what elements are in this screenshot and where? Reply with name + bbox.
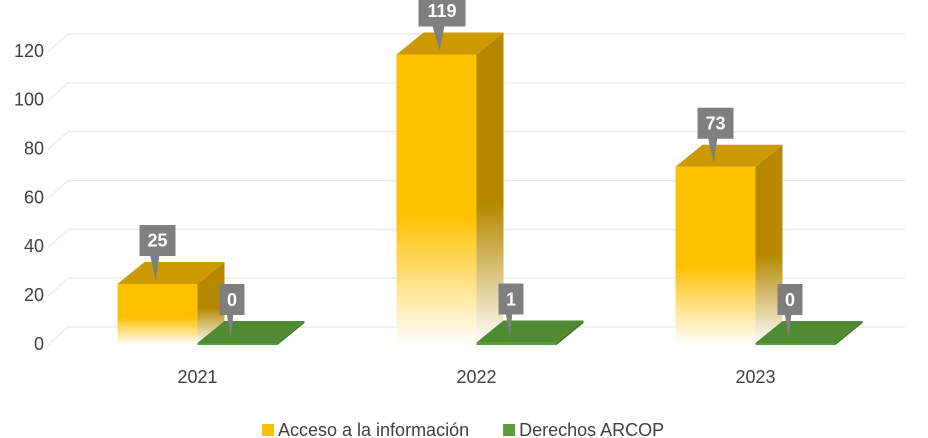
data-label-box [219,284,245,339]
legend-label: Acceso a la información [278,420,469,438]
bar [396,32,504,346]
bar [117,261,225,345]
bar-front [117,283,198,345]
grid-line-side [47,180,69,199]
bar-side [835,321,863,345]
x-tick-label: 2023 [735,367,775,387]
data-label-box [697,107,734,163]
y-tick-label: 20 [24,285,44,305]
bar-front [396,54,477,346]
bar-front [755,343,836,345]
bar-side [556,320,584,345]
data-label: 0 [227,290,237,310]
bar-top [675,144,783,167]
bar-front [197,343,278,345]
data-label-box [418,0,466,51]
data-label-box [139,224,176,280]
data-label-box [498,283,524,339]
bar-top [396,32,504,55]
legend-swatch [262,424,274,436]
grid-line-side [47,277,69,297]
bar-front [675,166,756,345]
y-tick-label: 60 [24,187,44,207]
data-label: 1 [506,289,516,309]
x-tick-label: 2022 [456,367,496,387]
bar-side [755,144,783,345]
x-tick-label: 2021 [177,367,217,387]
bar-top [755,321,863,343]
grid-line-side [47,82,69,102]
data-label: 0 [785,290,795,310]
bar [476,320,584,345]
bar [197,321,305,345]
grid-line-side [47,131,69,151]
data-label-box [777,284,803,339]
data-label: 25 [147,231,167,251]
bar [675,144,783,345]
grid-line-side [47,326,69,346]
bar [755,321,863,345]
bar-top [117,261,225,284]
bar-top [476,320,584,343]
y-tick-label: 120 [14,41,44,61]
y-tick-label: 100 [14,90,44,110]
bar-top [197,321,305,343]
y-tick-label: 0 [34,334,44,354]
y-tick-label: 80 [24,138,44,158]
bar-side [197,261,225,345]
bar-side [277,321,305,345]
bar-side [476,32,504,346]
bar-front [476,342,557,345]
y-tick-label: 40 [24,236,44,256]
data-label: 119 [427,1,456,21]
grid-line-side [47,228,69,248]
legend-label: Derechos ARCOP [519,420,664,438]
legend-swatch [503,424,516,436]
data-label: 73 [705,114,725,134]
grid-line-side [47,33,69,53]
